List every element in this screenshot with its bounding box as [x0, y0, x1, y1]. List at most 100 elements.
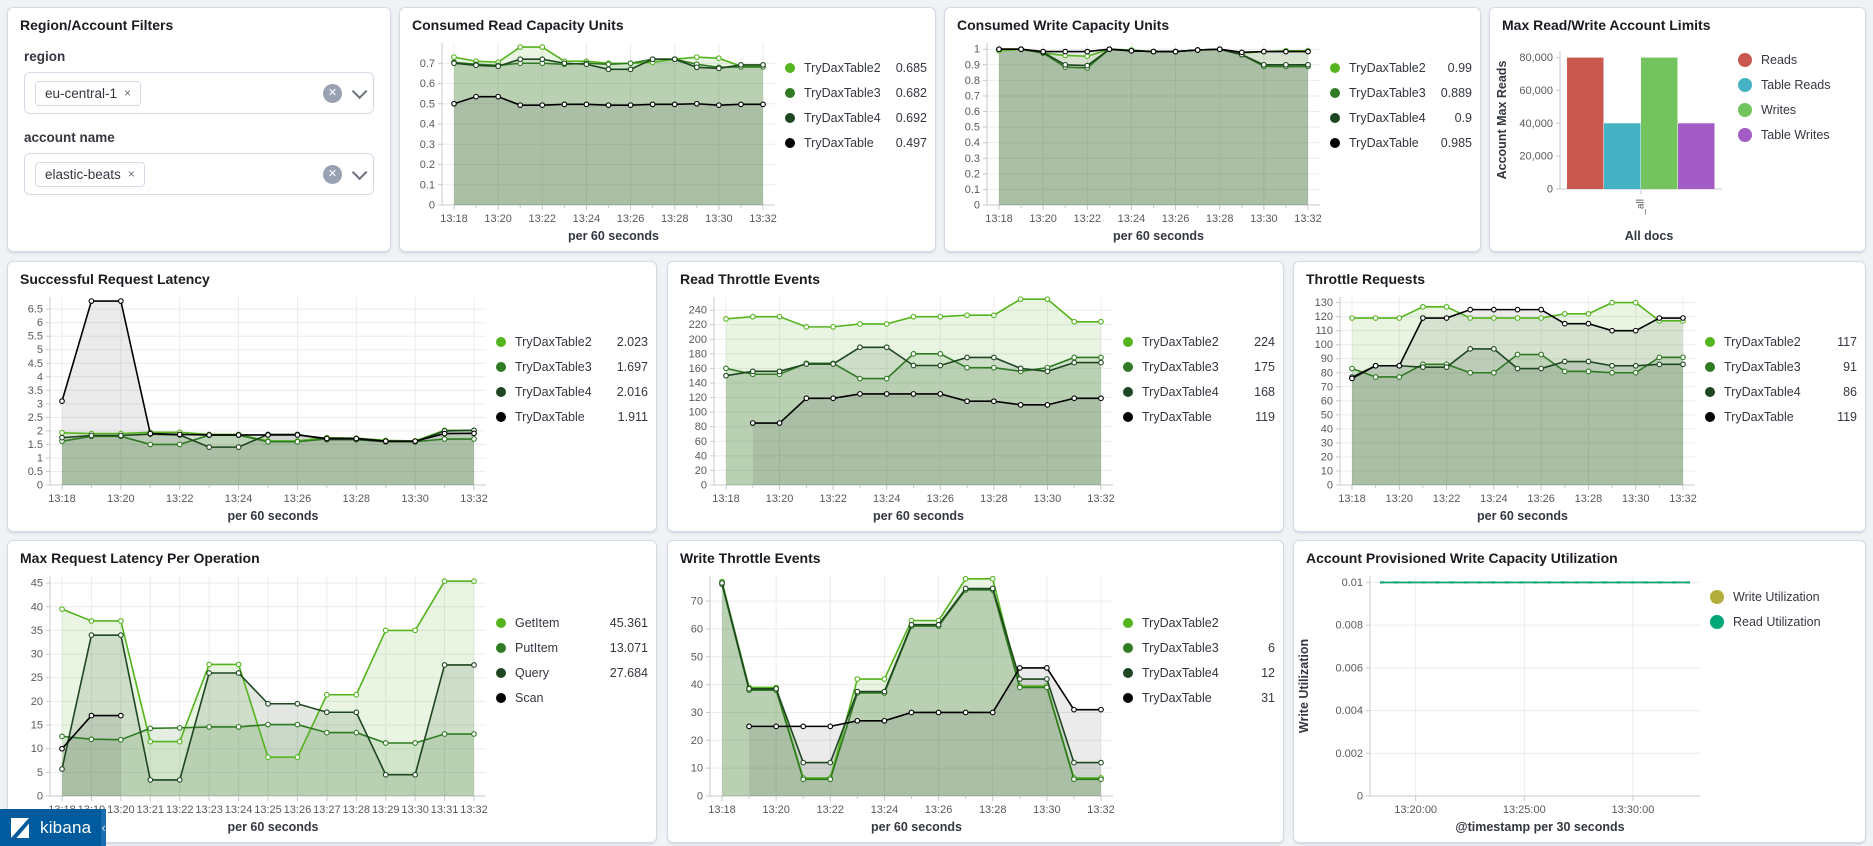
chevron-down-icon[interactable] — [351, 164, 368, 180]
legend-item-trydaxtable[interactable]: TryDaxTable 1.911 — [496, 410, 648, 424]
account-selected-pill[interactable]: elastic-beats × — [35, 161, 145, 187]
chart-canvas[interactable]: 0 20,000 40,000 60,000 80,000 _all Account Max… — [1490, 35, 1738, 229]
legend-item-putitem[interactable]: PutItem 13.071 — [496, 641, 648, 655]
svg-text:0.1: 0.1 — [420, 179, 435, 191]
legend-item-write-utilization[interactable]: Write Utilization — [1710, 590, 1857, 604]
svg-text:5.5: 5.5 — [28, 331, 43, 343]
svg-text:10: 10 — [691, 763, 703, 775]
svg-text:13:20: 13:20 — [1386, 493, 1414, 505]
legend-series-value: 0.682 — [895, 86, 927, 100]
legend-item-trydaxtable3[interactable]: TryDaxTable3 91 — [1705, 360, 1857, 374]
legend-item-trydaxtable4[interactable]: TryDaxTable4 12 — [1123, 666, 1275, 680]
legend-item-trydaxtable4[interactable]: TryDaxTable4 0.9 — [1330, 111, 1472, 125]
chart-canvas[interactable]: 0 0.1 0.2 0.3 0.4 0.5 0.6 0.7 13:18 13:20 13:22 13:… — [400, 35, 785, 229]
legend-item-trydaxtable4[interactable]: TryDaxTable4 2.016 — [496, 385, 648, 399]
chart-canvas[interactable]: 0 0.1 0.2 0.3 0.4 0.5 0.6 0.7 0.8 0.9 1 13:18 13:20 1… — [945, 35, 1330, 229]
legend-item-scan[interactable]: Scan — [496, 691, 648, 705]
svg-text:0.7: 0.7 — [965, 90, 980, 102]
legend-item-trydaxtable2[interactable]: TryDaxTable2 2.023 — [496, 335, 648, 349]
clear-selection-icon[interactable]: ✕ — [323, 164, 342, 184]
kibana-logo-link[interactable]: kibana — [0, 809, 102, 846]
legend-item-trydaxtable2[interactable]: TryDaxTable2 0.685 — [785, 61, 927, 75]
legend-series-value: 31 — [1261, 691, 1275, 705]
legend-item-reads[interactable]: Reads — [1738, 53, 1857, 67]
region-selected-pill[interactable]: eu-central-1 × — [35, 80, 142, 106]
clear-selection-icon[interactable]: ✕ — [323, 83, 342, 103]
remove-pill-icon[interactable]: × — [124, 86, 132, 100]
chart-canvas[interactable]: 0 10 20 30 40 50 60 70 13:18 13:20 13:22 13:24 13:26… — [668, 568, 1123, 820]
legend-item-getitem[interactable]: GetItem 45.361 — [496, 616, 648, 630]
legend-color-dot — [1123, 643, 1133, 653]
legend-series-name: TryDaxTable — [1142, 410, 1212, 424]
svg-text:13:20: 13:20 — [762, 804, 790, 816]
legend-item-table-reads[interactable]: Table Reads — [1738, 78, 1857, 92]
svg-text:3: 3 — [37, 398, 43, 410]
svg-text:15: 15 — [31, 720, 43, 732]
legend-item-trydaxtable[interactable]: TryDaxTable 0.497 — [785, 136, 927, 150]
legend-item-trydaxtable[interactable]: TryDaxTable 119 — [1705, 410, 1857, 424]
filter-field-account: account name elastic-beats × ✕ — [8, 116, 390, 197]
legend-item-trydaxtable[interactable]: TryDaxTable 0.985 — [1330, 136, 1472, 150]
legend-item-trydaxtable3[interactable]: TryDaxTable3 0.889 — [1330, 86, 1472, 100]
legend-item-trydaxtable3[interactable]: TryDaxTable3 175 — [1123, 360, 1275, 374]
legend-item-trydaxtable4[interactable]: TryDaxTable4 0.692 — [785, 111, 927, 125]
remove-pill-icon[interactable]: × — [127, 167, 135, 181]
legend-item-trydaxtable3[interactable]: TryDaxTable3 0.682 — [785, 86, 927, 100]
legend-item-query[interactable]: Query 27.684 — [496, 666, 648, 680]
panel-title: Successful Request Latency — [20, 271, 210, 287]
legend-item-trydaxtable[interactable]: TryDaxTable 119 — [1123, 410, 1275, 424]
kibana-logo-text: kibana — [40, 817, 92, 837]
legend-item-trydaxtable2[interactable]: TryDaxTable2 — [1123, 616, 1275, 630]
legend-item-read-utilization[interactable]: Read Utilization — [1710, 615, 1857, 629]
account-combobox[interactable]: elastic-beats × ✕ — [24, 153, 374, 195]
legend-color-dot — [1705, 412, 1715, 422]
svg-text:13:22: 13:22 — [817, 804, 845, 816]
legend-series-value: 6 — [1268, 641, 1275, 655]
panel-max-request-latency-per-operation: Max Request Latency Per Operation 0 5 10 15… — [7, 540, 657, 843]
svg-text:40: 40 — [1321, 423, 1333, 435]
legend-item-writes[interactable]: Writes — [1738, 103, 1857, 117]
svg-text:0.5: 0.5 — [965, 122, 980, 134]
legend-item-trydaxtable2[interactable]: TryDaxTable2 224 — [1123, 335, 1275, 349]
legend-item-trydaxtable3[interactable]: TryDaxTable3 6 — [1123, 641, 1275, 655]
legend-color-dot — [496, 362, 506, 372]
chart-canvas[interactable]: 0 0.002 0.004 0.006 0.008 0.01 13:20:00 13:25:0… — [1294, 568, 1710, 820]
svg-text:20: 20 — [691, 735, 703, 747]
legend-color-dot — [1738, 103, 1752, 117]
svg-text:13:32: 13:32 — [460, 804, 488, 816]
legend-item-trydaxtable[interactable]: TryDaxTable 31 — [1123, 691, 1275, 705]
chart-canvas[interactable]: 0 10 20 30 40 50 60 70 80 90 100 110 120 130 13:18 13:2… — [1294, 289, 1705, 509]
svg-text:5: 5 — [37, 344, 43, 356]
svg-text:0.4: 0.4 — [965, 137, 980, 149]
legend-series-value: 0.692 — [895, 111, 927, 125]
legend-series-name: TryDaxTable3 — [1142, 360, 1219, 374]
chart-canvas[interactable]: 0 20 40 60 80 100 120 140 160 180 200 220 240 13:18 13… — [668, 289, 1123, 509]
legend-item-trydaxtable2[interactable]: TryDaxTable2 0.99 — [1330, 61, 1472, 75]
svg-text:13:20: 13:20 — [484, 213, 512, 225]
legend-series-value: 12 — [1261, 666, 1275, 680]
legend-item-table-writes[interactable]: Table Writes — [1738, 128, 1857, 142]
legend-item-trydaxtable2[interactable]: TryDaxTable2 117 — [1705, 335, 1857, 349]
svg-text:90: 90 — [1321, 353, 1333, 365]
legend-item-trydaxtable3[interactable]: TryDaxTable3 1.697 — [496, 360, 648, 374]
region-combobox[interactable]: eu-central-1 × ✕ — [24, 72, 374, 114]
legend-item-trydaxtable4[interactable]: TryDaxTable4 86 — [1705, 385, 1857, 399]
svg-text:35: 35 — [31, 625, 43, 637]
legend-color-dot — [785, 63, 795, 73]
chart-canvas[interactable]: 05101520253035404513:1813:1913:2013:2113… — [8, 568, 496, 820]
svg-text:120: 120 — [1315, 311, 1333, 323]
legend-series-value: 1.911 — [617, 410, 648, 424]
legend-item-trydaxtable4[interactable]: TryDaxTable4 168 — [1123, 385, 1275, 399]
panel-title: Write Throttle Events — [680, 550, 821, 566]
collapse-nav-icon[interactable]: ‹ — [101, 809, 106, 846]
svg-text:0: 0 — [974, 200, 980, 212]
svg-text:13:30: 13:30 — [705, 213, 733, 225]
legend-color-dot — [785, 138, 795, 148]
svg-text:0.4: 0.4 — [420, 119, 435, 131]
legend-series-name: TryDaxTable3 — [515, 360, 592, 374]
chevron-down-icon[interactable] — [351, 83, 368, 99]
chart-canvas[interactable]: 0 0.5 11.5 22.5 33.5 44.5 55.5 66.5 13:18 13:20 13… — [8, 289, 496, 509]
svg-text:13:32: 13:32 — [460, 493, 488, 505]
svg-text:60,000: 60,000 — [1519, 85, 1553, 97]
svg-text:13:29: 13:29 — [372, 804, 400, 816]
